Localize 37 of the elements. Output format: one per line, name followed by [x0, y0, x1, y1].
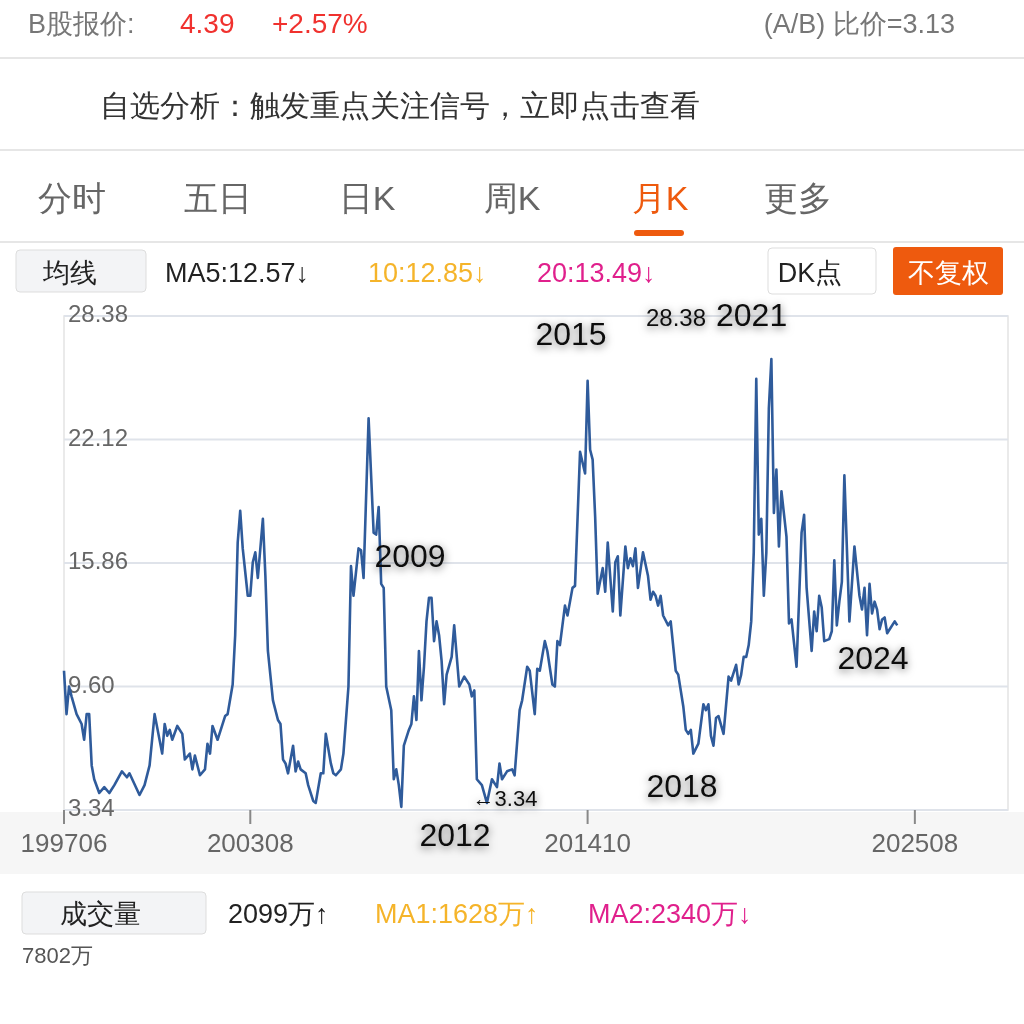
text: 4.39: [180, 8, 235, 39]
text: 2012: [419, 817, 491, 853]
annotation: 2015: [535, 316, 607, 352]
x-tick-label: 202508: [871, 828, 959, 858]
text: (A/B) 比价=3.13: [763, 9, 955, 39]
annotation: 28.38: [645, 304, 706, 331]
y-tick-label: 15.86: [68, 547, 129, 575]
chart-title: B股报价:: [28, 9, 135, 39]
x-tick-label: 199706: [20, 828, 108, 858]
text: 分时: [38, 179, 106, 217]
x-tick-label: 200308: [206, 828, 294, 858]
y-tick-label: 3.34: [68, 794, 115, 822]
text: 日K: [338, 179, 396, 217]
annotation: 2021: [716, 297, 788, 333]
chart-subtitle: 自选分析：触发重点关注信号，立即点击查看: [100, 89, 700, 122]
text: 20:13.49↓: [537, 258, 656, 288]
annotation: 2024: [837, 640, 909, 676]
y-tick-label: 28.38: [68, 300, 129, 328]
text: 五日: [184, 179, 252, 217]
y-tick-label: 9.60: [68, 670, 115, 698]
text: DK点: [777, 258, 843, 288]
text: 成交量: [59, 899, 141, 929]
text: 更多: [764, 179, 832, 217]
text: 2099万↑: [228, 899, 329, 929]
text: 周K: [483, 179, 541, 217]
text: 均线: [42, 258, 97, 288]
text: MA2:2340万↓: [588, 899, 752, 929]
text: 月K: [631, 179, 689, 217]
text: +2.57%: [272, 8, 368, 39]
text: MA5:12.57↓: [165, 258, 310, 288]
text: 7802万: [22, 943, 93, 968]
text: 10:12.85↓: [368, 258, 487, 288]
x-tick-label: 201410: [544, 828, 631, 858]
text: 不复权: [907, 258, 989, 288]
y-tick-label: 22.12: [68, 423, 129, 451]
text: MA1:1628万↑: [375, 899, 539, 929]
annotation: 2018: [646, 768, 718, 804]
